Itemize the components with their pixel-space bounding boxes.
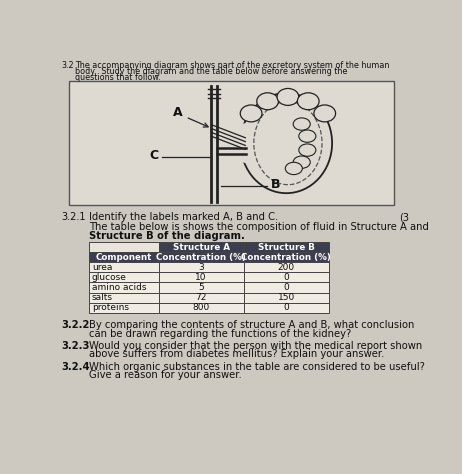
Text: Would you consider that the person with the medical report shown: Would you consider that the person with … [89, 341, 422, 351]
Bar [89, 302, 158, 312]
Text: The accompanying diagram shows part of the excretory system of the human: The accompanying diagram shows part of t… [75, 61, 389, 70]
Bar [244, 273, 329, 283]
Text: By comparing the contents of structure A and B, what conclusion: By comparing the contents of structure A… [89, 320, 414, 330]
Ellipse shape [293, 118, 310, 130]
Ellipse shape [298, 93, 319, 109]
Text: 150: 150 [278, 293, 295, 302]
Ellipse shape [314, 105, 335, 122]
Bar [89, 253, 158, 263]
Bar [158, 253, 244, 263]
Text: Give a reason for your answer.: Give a reason for your answer. [89, 370, 242, 380]
Bar [244, 302, 329, 312]
Text: 3: 3 [198, 263, 204, 272]
Bar [244, 292, 329, 302]
Text: 0: 0 [284, 303, 289, 312]
Bar [89, 263, 158, 273]
Ellipse shape [235, 123, 257, 163]
Text: questions that follow.: questions that follow. [75, 73, 160, 82]
Text: 200: 200 [278, 263, 295, 272]
Text: Identify the labels marked A, B and C.: Identify the labels marked A, B and C. [89, 212, 278, 222]
Text: 3.2.1: 3.2.1 [61, 212, 86, 222]
Text: Concentration (%): Concentration (%) [242, 253, 331, 262]
Text: Structure B: Structure B [258, 243, 315, 252]
Ellipse shape [285, 162, 302, 174]
Text: body.  Study the diagram and the table below before answering the: body. Study the diagram and the table be… [75, 67, 347, 76]
Text: urea: urea [92, 263, 112, 272]
Bar [244, 283, 329, 292]
Bar [158, 242, 244, 253]
Bar [244, 263, 329, 273]
Text: 5: 5 [198, 283, 204, 292]
Bar [244, 253, 329, 263]
Ellipse shape [240, 105, 262, 122]
Text: 0: 0 [284, 283, 289, 292]
Ellipse shape [299, 130, 316, 142]
Ellipse shape [257, 93, 279, 109]
Text: 10: 10 [195, 273, 207, 282]
Text: B: B [271, 178, 280, 191]
Bar [244, 242, 329, 253]
Text: glucose: glucose [92, 273, 127, 282]
Text: The table below is shows the composition of fluid in Structure A and: The table below is shows the composition… [89, 222, 429, 232]
Text: Component: Component [96, 253, 152, 262]
Text: Which organic substances in the table are considered to be useful?: Which organic substances in the table ar… [89, 362, 425, 372]
Bar [158, 302, 244, 312]
Bar [158, 292, 244, 302]
Text: Structure A: Structure A [173, 243, 230, 252]
Text: C: C [149, 149, 158, 162]
Text: 0: 0 [284, 273, 289, 282]
Bar [68, 81, 394, 206]
Text: above suffers from diabetes mellitus? Explain your answer.: above suffers from diabetes mellitus? Ex… [89, 349, 384, 359]
Text: 800: 800 [193, 303, 210, 312]
Text: 3.2.3: 3.2.3 [61, 341, 90, 351]
Text: (3: (3 [400, 212, 410, 222]
Text: Structure B of the diagram.: Structure B of the diagram. [89, 231, 244, 241]
Bar [89, 242, 158, 253]
Text: Concentration (%): Concentration (%) [156, 253, 246, 262]
Bar [158, 273, 244, 283]
Text: proteins: proteins [92, 303, 129, 312]
Ellipse shape [277, 89, 299, 105]
Ellipse shape [293, 156, 310, 168]
Text: 3.2.2: 3.2.2 [61, 320, 90, 330]
Text: A: A [172, 106, 182, 119]
Text: 72: 72 [195, 293, 207, 302]
Text: 3.2: 3.2 [61, 61, 74, 70]
Text: can be drawn regarding the functions of the kidney?: can be drawn regarding the functions of … [89, 328, 351, 339]
Bar [89, 283, 158, 292]
Bar [89, 273, 158, 283]
Bar [89, 292, 158, 302]
Text: salts: salts [92, 293, 113, 302]
Ellipse shape [241, 93, 332, 193]
Bar [158, 283, 244, 292]
Text: 3.2.4: 3.2.4 [61, 362, 90, 372]
Ellipse shape [299, 144, 316, 156]
Bar [158, 263, 244, 273]
Text: amino acids: amino acids [92, 283, 146, 292]
